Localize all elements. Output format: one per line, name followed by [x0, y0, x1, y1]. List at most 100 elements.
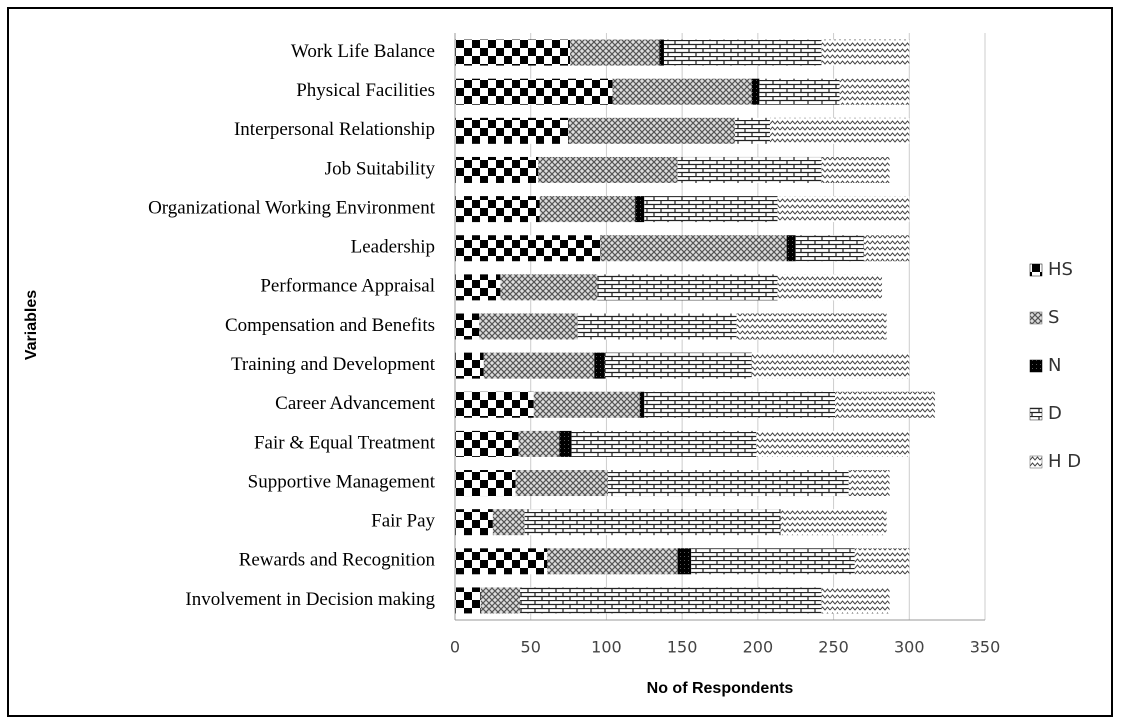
bar-segment: [455, 39, 571, 66]
y-tick-label: Performance Appraisal: [260, 276, 435, 297]
x-tick-label: 200: [743, 638, 774, 657]
bar-segment: [479, 313, 578, 340]
bar-segment: [455, 509, 493, 536]
y-tick-label: Compensation and Benefits: [225, 315, 435, 336]
bar-segment: [533, 391, 640, 418]
legend-swatch: [1029, 455, 1043, 469]
bar-segment: [455, 274, 501, 301]
bar-segment: [639, 391, 645, 418]
bar-segment: [848, 470, 890, 497]
x-tick-label: 250: [818, 638, 849, 657]
bar-segment: [515, 470, 608, 497]
legend-swatch: [1029, 407, 1043, 421]
legend-label: H D: [1048, 451, 1081, 472]
bar-segment: [735, 117, 770, 144]
bar-segment: [777, 196, 910, 223]
bar-segment: [520, 587, 822, 614]
bar-segment: [455, 391, 534, 418]
bar-segment: [480, 587, 521, 614]
bar-segment: [756, 430, 910, 457]
bar-segment: [839, 78, 910, 105]
legend-label: N: [1048, 355, 1061, 376]
bar-segment: [538, 156, 678, 183]
bar-segment: [455, 313, 480, 340]
y-tick-label: Fair & Equal Treatment: [254, 432, 436, 453]
bar-segment: [455, 587, 481, 614]
bar-segment: [597, 274, 778, 301]
x-tick-label: 150: [667, 638, 698, 657]
bar-segment: [570, 39, 660, 66]
bar-segment: [663, 39, 822, 66]
y-tick-label: Physical Facilities: [296, 80, 435, 101]
bar-segment: [821, 156, 890, 183]
x-tick-label: 300: [894, 638, 925, 657]
bar-segment: [612, 78, 752, 105]
bar-segment: [835, 391, 936, 418]
bar-segment: [455, 117, 569, 144]
x-tick-label: 0: [450, 638, 460, 657]
bar-segment: [594, 352, 605, 379]
y-tick-label: Supportive Management: [248, 471, 436, 492]
x-tick-label: 100: [591, 638, 622, 657]
x-tick-label: 50: [521, 638, 541, 657]
bar-segment: [600, 235, 787, 262]
bar-segment: [483, 352, 595, 379]
bar-segment: [635, 196, 645, 223]
y-tick-label: Career Advancement: [275, 393, 436, 414]
y-tick-label: Training and Development: [231, 354, 436, 375]
bar-segment: [568, 117, 736, 144]
bar-segment: [795, 235, 864, 262]
y-tick-label: Involvement in Decision making: [185, 589, 435, 610]
bar-segment: [769, 117, 910, 144]
y-tick-label: Rewards and Recognition: [239, 550, 436, 571]
bar-segment: [571, 430, 757, 457]
bar-segment: [607, 470, 849, 497]
y-tick-label: Interpersonal Relationship: [234, 119, 435, 140]
x-axis-label: No of Respondents: [647, 680, 794, 697]
bar-segment: [644, 391, 836, 418]
bar-segment: [455, 430, 519, 457]
legend-label: S: [1048, 307, 1059, 328]
bar-segment: [677, 156, 822, 183]
bar-segment: [455, 196, 540, 223]
bar-segment: [455, 352, 484, 379]
bar-segment: [524, 509, 781, 536]
bar-segment: [492, 509, 525, 536]
y-axis-label: Variables: [23, 290, 40, 360]
bar-segment: [644, 196, 778, 223]
bar-segment: [759, 78, 840, 105]
frame: [7, 7, 1113, 717]
bar-segment: [455, 235, 601, 262]
bar-segment: [780, 509, 887, 536]
y-tick-label: Work Life Balance: [291, 41, 435, 62]
bar-segment: [539, 196, 636, 223]
legend-label: D: [1048, 403, 1062, 424]
bar-segment: [577, 313, 737, 340]
bar-segment: [559, 430, 572, 457]
bar-segment: [786, 235, 796, 262]
bar-segment: [455, 156, 539, 183]
legend-swatch: [1029, 263, 1043, 277]
bar-segment: [821, 39, 910, 66]
bar-segment: [455, 470, 516, 497]
legend-swatch: [1029, 311, 1043, 325]
bar-segment: [821, 587, 890, 614]
bar-segment: [691, 548, 855, 575]
bar-segment: [547, 548, 678, 575]
x-tick-label: 350: [970, 638, 1001, 657]
bar-segment: [518, 430, 560, 457]
bar-segment: [604, 352, 752, 379]
bar-segment: [777, 274, 883, 301]
y-tick-label: Job Suitability: [325, 158, 436, 179]
y-tick-label: Organizational Working Environment: [148, 197, 436, 218]
legend-label: HS: [1048, 259, 1073, 280]
bar-segment: [736, 313, 887, 340]
bar-segment: [854, 548, 910, 575]
y-tick-label: Fair Pay: [371, 511, 435, 532]
bar-segment: [659, 39, 664, 66]
bar-segment: [455, 548, 548, 575]
y-tick-label: Leadership: [351, 237, 435, 258]
bar-segment: [751, 352, 910, 379]
bar-segment: [455, 78, 613, 105]
bar-segment: [751, 78, 760, 105]
